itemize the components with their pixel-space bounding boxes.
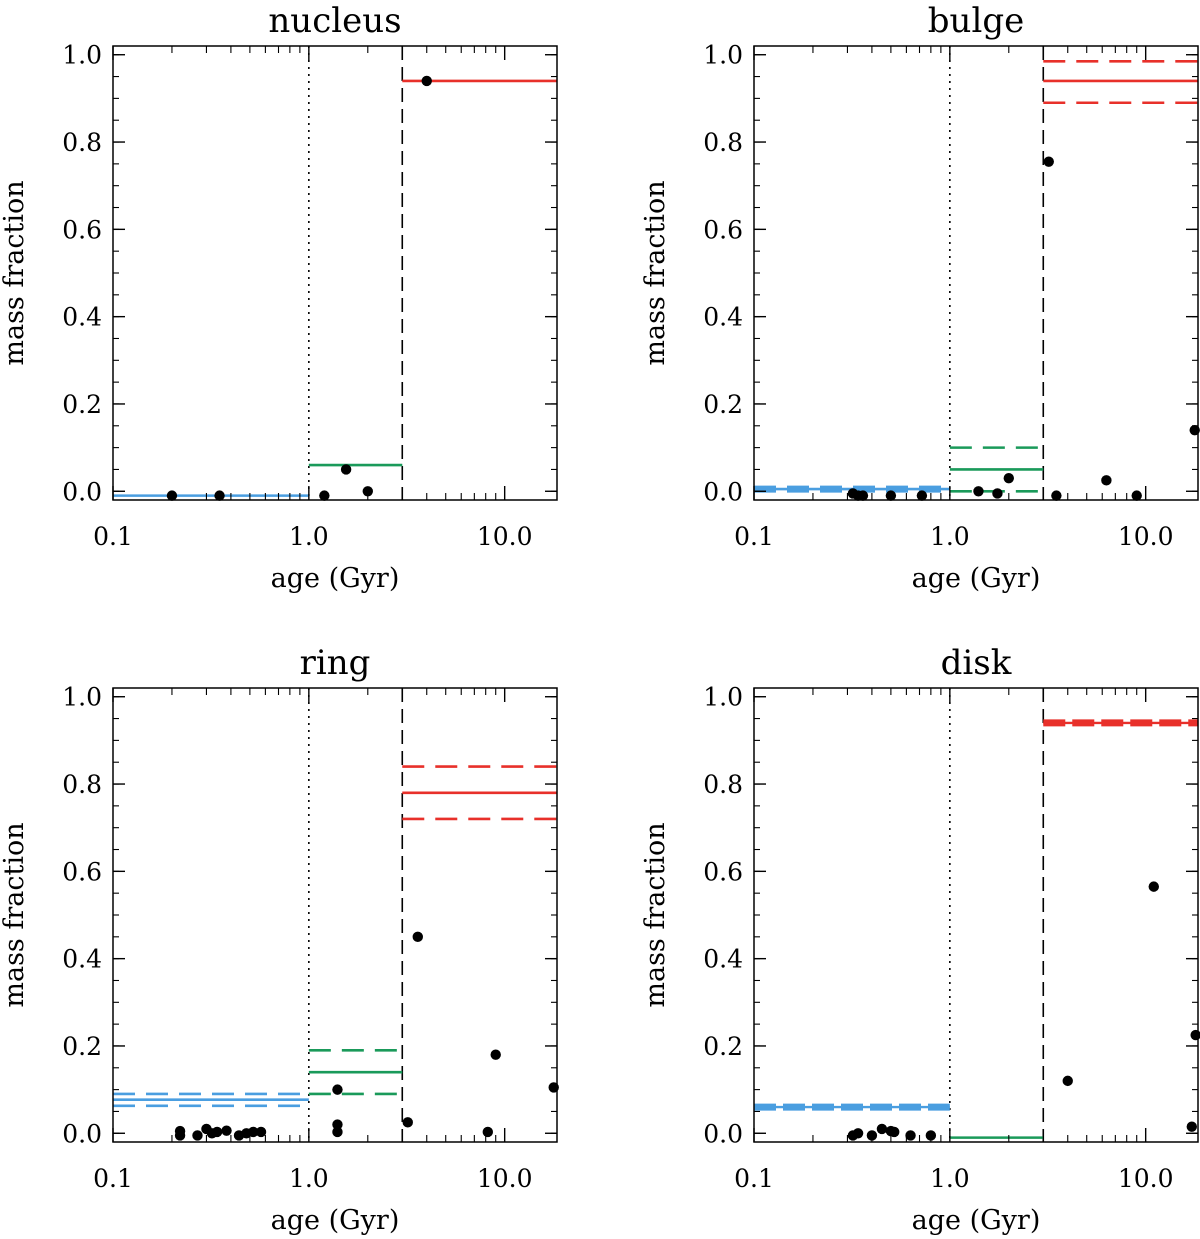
data-point <box>1062 1075 1073 1087</box>
x-axis-label: age (Gyr) <box>271 1205 400 1236</box>
x-axis-label: age (Gyr) <box>271 563 400 594</box>
y-tick-label: 0.6 <box>703 215 743 244</box>
x-tick-label: 1.0 <box>930 522 970 551</box>
y-tick-label: 1.0 <box>62 683 102 712</box>
y-axis-label: mass fraction <box>640 822 671 1007</box>
data-point <box>889 1126 900 1138</box>
data-point <box>174 1130 186 1141</box>
data-point <box>992 488 1003 499</box>
data-point <box>1043 156 1054 167</box>
y-tick-label: 0.0 <box>703 477 743 506</box>
y-tick-label: 1.0 <box>703 683 743 712</box>
data-point <box>362 486 373 497</box>
y-tick-label: 0.2 <box>703 1032 743 1061</box>
y-tick-label: 0.0 <box>62 1119 102 1148</box>
data-point <box>255 1126 267 1138</box>
y-tick-label: 0.6 <box>703 857 743 886</box>
y-tick-label: 0.8 <box>703 770 743 799</box>
x-tick-label: 10.0 <box>477 1164 533 1193</box>
panel-title: ring <box>300 643 371 683</box>
data-point <box>905 1130 916 1141</box>
y-axis-label: mass fraction <box>0 822 30 1007</box>
y-tick-label: 0.2 <box>62 1032 102 1061</box>
data-point <box>482 1126 493 1138</box>
y-tick-label: 0.6 <box>62 857 102 886</box>
x-tick-label: 10.0 <box>1118 522 1174 551</box>
panel-disk: disk 0.0 0.2 0.4 0.6 0.8 1.0 0.1 1.0 10.0 age (Gyr… <box>640 643 1200 1236</box>
y-axis-label: mass fraction <box>0 180 30 365</box>
data-point <box>332 1119 343 1130</box>
x-tick-label: 10.0 <box>477 522 533 551</box>
y-tick-label: 1.0 <box>703 41 743 70</box>
x-axis-label: age (Gyr) <box>912 1205 1041 1236</box>
data-point <box>332 1126 343 1138</box>
x-tick-label: 1.0 <box>930 1164 970 1193</box>
y-tick-label: 0.4 <box>703 303 743 332</box>
data-point <box>1051 490 1062 501</box>
plot-frame <box>112 687 558 1143</box>
panel-ring: ring 0.0 0.2 0.4 0.6 0.8 1.0 0.1 1.0 10.0 age (Gyr… <box>0 643 559 1236</box>
data-point <box>1101 475 1112 486</box>
plot-frame <box>753 45 1199 501</box>
data-point <box>402 1117 413 1128</box>
y-tick-label: 0.4 <box>703 945 743 974</box>
data-point <box>211 1126 223 1138</box>
panel-title: nucleus <box>268 1 401 41</box>
x-tick-label: 0.1 <box>734 522 774 551</box>
data-point <box>192 1130 203 1141</box>
y-tick-label: 1.0 <box>62 41 102 70</box>
data-point <box>852 1128 864 1139</box>
y-tick-label: 0.6 <box>62 215 102 244</box>
data-point <box>1186 1121 1198 1132</box>
plot-frame <box>112 45 558 501</box>
data-point <box>319 490 330 501</box>
data-point <box>332 1084 343 1095</box>
data-point <box>490 1049 501 1060</box>
y-tick-label: 0.8 <box>703 128 743 157</box>
x-axis-label: age (Gyr) <box>912 563 1041 594</box>
x-tick-label: 0.1 <box>93 522 133 551</box>
panel-nucleus: nucleus 0.0 0.2 0.4 0.6 0.8 1.0 0.1 1.0 10.0 age (… <box>0 1 558 594</box>
y-tick-label: 0.0 <box>62 477 102 506</box>
x-tick-label: 1.0 <box>289 1164 329 1193</box>
data-point <box>857 490 869 501</box>
y-axis-label: mass fraction <box>640 180 671 365</box>
y-tick-label: 0.4 <box>62 945 102 974</box>
panel-title: disk <box>941 643 1012 683</box>
y-tick-label: 0.8 <box>62 128 102 157</box>
data-point <box>876 1123 888 1135</box>
data-point <box>1148 881 1159 892</box>
x-tick-label: 0.1 <box>734 1164 774 1193</box>
y-tick-label: 0.4 <box>62 303 102 332</box>
x-tick-label: 1.0 <box>289 522 329 551</box>
y-tick-label: 0.8 <box>62 770 102 799</box>
data-point <box>340 464 352 475</box>
panel-bulge: bulge 0.0 0.2 0.4 0.6 0.8 1.0 0.1 1.0 10.0 age (Gy… <box>640 1 1200 594</box>
y-tick-label: 0.2 <box>703 390 743 419</box>
data-point <box>412 931 423 943</box>
x-tick-label: 10.0 <box>1118 1164 1174 1193</box>
data-point <box>248 1126 259 1138</box>
data-point <box>214 490 225 501</box>
data-point <box>973 486 984 497</box>
data-point <box>1003 472 1014 484</box>
y-tick-label: 0.2 <box>62 390 102 419</box>
y-tick-label: 0.0 <box>703 1119 743 1148</box>
panel-title: bulge <box>928 1 1024 41</box>
x-tick-label: 0.1 <box>93 1164 133 1193</box>
data-point <box>421 75 432 87</box>
plot-frame <box>753 687 1199 1143</box>
data-point <box>221 1125 232 1136</box>
